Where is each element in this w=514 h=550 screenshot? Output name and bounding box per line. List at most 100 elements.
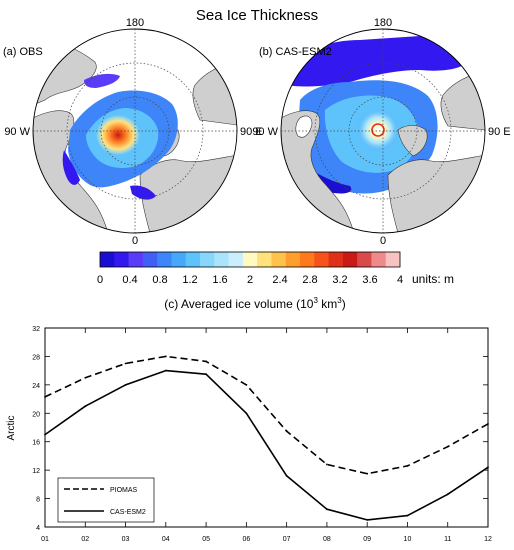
y-tick-label: 16 xyxy=(32,440,40,447)
colorbar-cell xyxy=(371,252,387,267)
colorbar-cell xyxy=(342,252,358,267)
legend-label-cas-esm2: CAS-ESM2 xyxy=(110,509,146,516)
colorbar: 0 0.4 0.8 1.2 1.6 2 2.4 2.8 3.2 3.6 4 units: m xyxy=(97,251,454,286)
plot-frame xyxy=(44,327,489,528)
data-point-piomas xyxy=(205,360,207,363)
chart-title-unit-exponent: 3 xyxy=(337,296,342,305)
data-point-piomas xyxy=(124,362,127,365)
lon-label-left-cas-esm2: 90 W xyxy=(252,126,278,138)
colorbar-cell xyxy=(328,252,344,267)
map-cas-esm2: (b) CAS-ESM2 180 0 90 W 90 E xyxy=(252,17,510,247)
data-point-piomas xyxy=(245,383,248,386)
x-tick-label: 06 xyxy=(242,536,250,543)
data-point-piomas xyxy=(326,463,328,466)
colorbar-cell xyxy=(171,252,187,267)
data-point-piomas xyxy=(487,423,489,425)
data-point-piomas xyxy=(164,355,167,358)
x-tick-label: 01 xyxy=(41,536,49,543)
ice-field-obs xyxy=(62,73,178,200)
legend-box xyxy=(57,477,155,523)
x-tick-label: 08 xyxy=(323,536,331,543)
y-tick-label: 4 xyxy=(36,525,40,532)
x-tick-label: 05 xyxy=(202,536,210,543)
data-point-cas-esm2 xyxy=(124,383,127,386)
colorbar-cell xyxy=(228,252,244,267)
data-point-piomas xyxy=(446,445,449,448)
legend-label-piomas: PIOMAS xyxy=(110,487,138,494)
lon-label-right-cas-esm2: 90 E xyxy=(488,126,511,138)
x-tick-label: 11 xyxy=(444,536,451,543)
colorbar-tick-label: 3.2 xyxy=(332,274,347,286)
data-point-cas-esm2 xyxy=(245,412,248,415)
series-line-cas-esm2 xyxy=(44,369,489,521)
colorbar-cell xyxy=(142,252,158,267)
x-tick-label: 03 xyxy=(122,536,130,543)
graticule-obs xyxy=(33,29,237,233)
lon-label-right-obs: 90 E xyxy=(240,126,263,138)
colorbar-tick-label: 2 xyxy=(247,274,253,286)
x-tick-label: 12 xyxy=(484,536,492,543)
chart-title-unit: km xyxy=(318,297,337,311)
map-obs: (a) OBS 180 0 90 W 90 E xyxy=(3,17,263,247)
y-tick-label: 24 xyxy=(32,383,40,390)
colorbar-units-label: units: m xyxy=(412,272,454,286)
lon-label-top-cas-esm2: 180 xyxy=(374,17,392,29)
graticule-cas-esm2 xyxy=(281,29,485,233)
y-axis: 4 8 12 16 20 24 28 32 xyxy=(32,326,488,532)
data-point-cas-esm2 xyxy=(205,373,207,376)
data-point-piomas xyxy=(285,430,288,432)
colorbar-tick-label: 1.6 xyxy=(212,274,227,286)
colorbar-cell xyxy=(357,252,372,267)
colorbar-tick-label: 0.4 xyxy=(122,274,137,286)
colorbar-cell xyxy=(128,252,144,267)
data-point-cas-esm2 xyxy=(446,493,449,496)
colorbar-cell xyxy=(242,252,258,267)
legend: PIOMAS CAS-ESM2 xyxy=(57,477,155,523)
data-point-piomas xyxy=(44,396,46,398)
y-tick-label: 20 xyxy=(32,411,40,418)
data-point-cas-esm2 xyxy=(366,518,369,521)
data-point-cas-esm2 xyxy=(487,466,489,469)
map-label-obs: (a) OBS xyxy=(3,46,43,58)
x-tick-label: 04 xyxy=(162,536,170,543)
y-tick-label: 8 xyxy=(36,497,40,504)
colorbar-cell xyxy=(314,252,329,267)
data-point-cas-esm2 xyxy=(406,514,409,517)
lon-label-bottom-cas-esm2: 0 xyxy=(380,235,386,247)
series-lines xyxy=(44,355,489,521)
colorbar-tick-label: 3.6 xyxy=(362,274,377,286)
data-point-piomas xyxy=(366,472,369,475)
colorbar-tick-label: 1.2 xyxy=(182,274,197,286)
colorbar-cells xyxy=(100,252,401,267)
colorbar-cell xyxy=(200,252,215,267)
y-tick-label: 12 xyxy=(32,468,40,475)
y-axis-label: Arctic xyxy=(6,416,17,441)
colorbar-cell xyxy=(214,252,229,267)
colorbar-tick-label: 4 xyxy=(397,274,403,286)
data-point-piomas xyxy=(406,464,409,467)
data-point-cas-esm2 xyxy=(44,433,46,436)
data-point-cas-esm2 xyxy=(164,369,167,372)
x-tick-label: 10 xyxy=(404,536,412,543)
colorbar-cell xyxy=(300,252,315,267)
lon-label-bottom-obs: 0 xyxy=(132,235,138,247)
y-tick-label: 28 xyxy=(32,354,40,361)
colorbar-tick-label: 2.4 xyxy=(272,274,287,286)
colorbar-tick-label: 0.8 xyxy=(152,274,167,286)
colorbar-tick-labels: 0 0.4 0.8 1.2 1.6 2 2.4 2.8 3.2 3.6 4 xyxy=(97,274,403,286)
series-line-piomas xyxy=(44,355,489,475)
data-point-piomas xyxy=(84,376,87,379)
colorbar-cell xyxy=(185,252,201,267)
colorbar-cell xyxy=(257,252,272,267)
colorbar-tick-label: 0 xyxy=(97,274,103,286)
colorbar-tick-label: 2.8 xyxy=(302,274,317,286)
lon-label-top-obs: 180 xyxy=(126,17,144,29)
data-point-cas-esm2 xyxy=(84,405,87,408)
x-axis: 01 02 03 04 05 06 07 08 09 10 11 12 xyxy=(41,328,492,543)
chart-title: (c) Averaged ice volume (103 km3) xyxy=(164,296,345,311)
data-point-cas-esm2 xyxy=(285,474,288,477)
colorbar-cell xyxy=(285,252,301,267)
colorbar-cell xyxy=(157,252,172,267)
colorbar-cell xyxy=(114,252,129,267)
